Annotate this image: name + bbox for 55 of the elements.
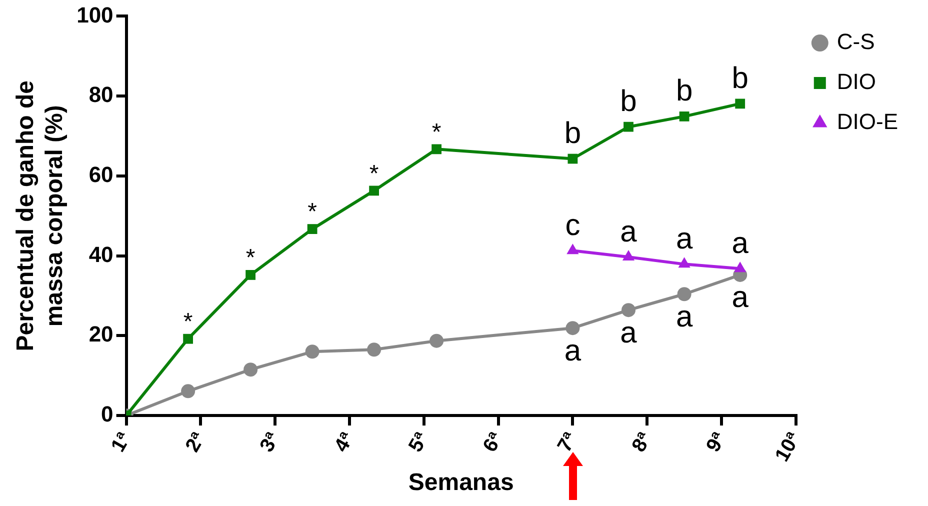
annotation: *: [183, 308, 193, 336]
annotation: *: [308, 198, 317, 226]
y-tick-label: 0: [101, 402, 114, 427]
annotation: c: [565, 208, 580, 242]
y-tick-label: 80: [88, 82, 114, 108]
annotation: a: [620, 215, 638, 248]
x-tick-label: 10ª: [771, 428, 806, 466]
x-tick-label: 5ª: [404, 428, 434, 456]
point: [568, 154, 578, 164]
point: [244, 362, 258, 377]
x-tick-label: 1ª: [107, 428, 136, 456]
x-tick-label: 8ª: [628, 428, 656, 456]
point: [367, 342, 382, 357]
annotation: a: [620, 316, 638, 350]
x-axis-title: Semanas: [408, 469, 514, 496]
legend-label: C-S: [836, 29, 875, 54]
y-tick-label: 100: [76, 2, 114, 28]
point: [735, 98, 746, 109]
annotation: a: [732, 281, 749, 314]
legend-label: DIO-E: [836, 109, 898, 134]
point: [307, 224, 318, 234]
point: [369, 186, 379, 196]
annotation: b: [732, 62, 748, 95]
point: [566, 321, 580, 336]
point: [430, 334, 444, 348]
point: [183, 334, 194, 344]
x-tick-label: 9ª: [702, 428, 731, 456]
point: [305, 344, 320, 359]
x-tick-label: 3ª: [256, 428, 285, 456]
annotation: a: [732, 226, 749, 260]
annotation: *: [369, 160, 379, 188]
point: [621, 303, 636, 318]
point: [432, 144, 442, 154]
point: [677, 287, 692, 302]
annotation: b: [564, 117, 582, 150]
point: [624, 122, 634, 132]
y-tick-label: 60: [88, 162, 114, 187]
x-tick-label: 7ª: [553, 428, 582, 456]
y-tick-label: 20: [88, 322, 114, 347]
annotation: b: [676, 74, 693, 108]
annotation: a: [564, 334, 582, 368]
point: [181, 384, 196, 398]
annotation: a: [676, 222, 693, 256]
annotation: b: [620, 85, 637, 118]
point: [679, 111, 690, 122]
x-tick-label: 2ª: [181, 428, 210, 456]
annotation: *: [246, 244, 256, 272]
y-axis-title: Percentual de ganho de massa corporal (%): [12, 80, 68, 352]
y-tick-label: 40: [88, 242, 114, 267]
x-tick-label: 6ª: [479, 428, 508, 456]
annotation: *: [432, 118, 442, 146]
legend-label: DIO: [836, 69, 876, 94]
annotation: a: [676, 300, 693, 334]
x-tick-label: 4ª: [330, 428, 359, 456]
point: [246, 270, 256, 280]
